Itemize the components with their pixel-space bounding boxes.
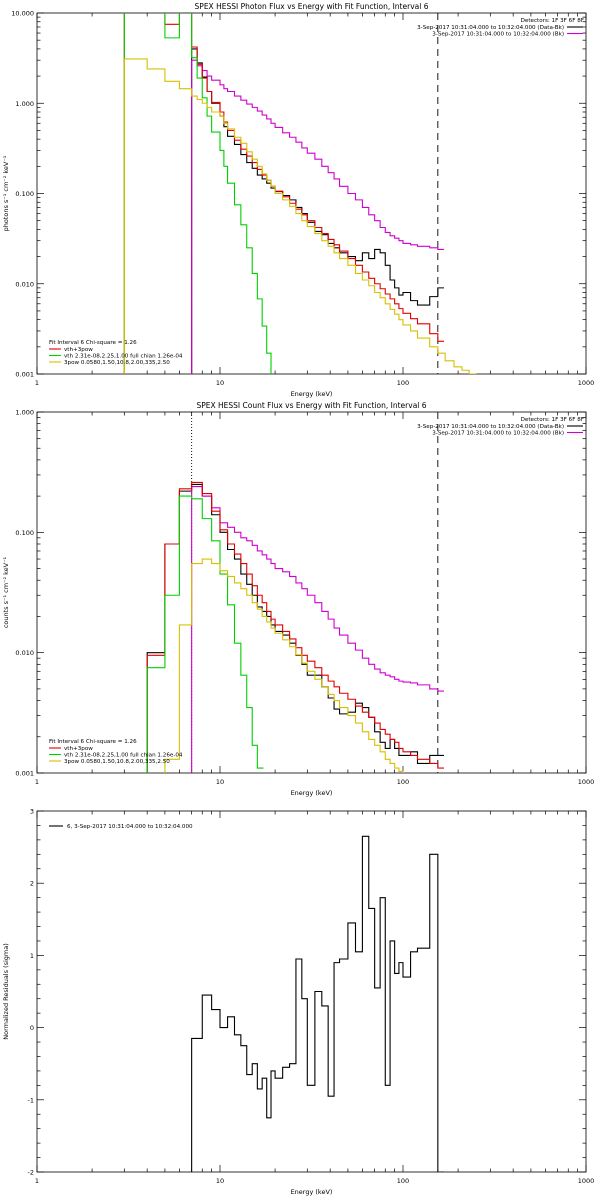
x-tick-label: 10	[216, 778, 224, 786]
legend-entry-label: vth 2.31e-08,2.25,1.00 full chian 1.26e-…	[64, 354, 183, 360]
legend-entry-label: vth+3pow	[64, 347, 93, 353]
x-tick-label: 1	[35, 778, 39, 786]
y-tick-label: -1	[28, 1096, 34, 1104]
x-tick-label: 1000	[578, 778, 595, 786]
plot-frame	[36, 12, 587, 375]
series-line-1	[191, 835, 444, 1172]
y-tick-label: 1.000	[15, 409, 34, 417]
chart-panel-2: SPEX HESSI Count Flux vs Energy with Fit…	[2, 401, 595, 797]
legend-entry-label: 3-Sep-2017 10:31:04.000 to 10:32:04.000 …	[417, 25, 564, 31]
y-tick-label: 1.000	[15, 100, 34, 108]
x-tick-label: 100	[397, 1177, 409, 1185]
x-tick-label: 100	[397, 379, 409, 387]
legend-entry-label: 3pow 0.0580,1.50,10.8,2.00,335,2.50	[64, 759, 170, 765]
y-tick-label: 0.100	[15, 190, 34, 198]
series-line-4	[146, 495, 264, 773]
fit-legend: Fit Interval 6 Chi-square = 1.26vth+3pow…	[49, 739, 183, 765]
series-line-5	[123, 58, 477, 374]
series-line-4	[123, 13, 272, 374]
x-tick-label: 1000	[578, 1177, 595, 1185]
x-tick-label: 1	[35, 379, 39, 387]
y-tick-label: -2	[28, 1169, 34, 1177]
y-tick-label: 3	[30, 808, 34, 816]
legend-entry-label: vth+3pow	[64, 746, 93, 752]
x-tick-label: 1	[35, 1177, 39, 1185]
residual-legend: 6, 3-Sep-2017 10:31:04.000 to 10:32:04.0…	[49, 824, 193, 830]
x-tick-label: 1000	[578, 379, 595, 387]
plot-frame	[36, 810, 587, 1173]
x-axis-label: Energy (keV)	[291, 390, 333, 398]
x-tick-label: 100	[397, 778, 409, 786]
legend-entry-label: 3pow 0.0580,1.50,10.8,2.00,335,2.50	[64, 360, 170, 366]
x-axis-label: Energy (keV)	[291, 1188, 333, 1196]
x-tick-label: 10	[216, 379, 224, 387]
series-line-5	[164, 558, 404, 773]
chart-panel-1: SPEX HESSI Photon Flux vs Energy with Fi…	[2, 2, 595, 398]
series-group	[146, 481, 444, 773]
plot-frame	[36, 411, 587, 774]
y-tick-label: 0	[30, 1024, 34, 1032]
legend-entry-label: vth 2.31e-08,2.25,1.00 full chian 1.26e-…	[64, 753, 183, 759]
legend-entry-label: 3-Sep-2017 10:31:04.000 to 10:32:04.000 …	[432, 32, 564, 38]
legend-entry-label: 3-Sep-2017 10:31:04.000 to 10:32:04.000 …	[417, 424, 564, 430]
x-tick-label: 10	[216, 1177, 224, 1185]
series-line-2	[191, 486, 444, 773]
y-tick-label: 0.001	[15, 371, 34, 379]
series-line-3	[146, 481, 444, 773]
y-tick-label: 0.100	[15, 529, 34, 537]
fit-legend: Fit Interval 6 Chi-square = 1.26vth+3pow…	[49, 340, 183, 366]
y-tick-label: 10.000	[11, 10, 34, 18]
y-axis-label: photons s⁻¹ cm⁻² keV⁻¹	[2, 155, 10, 231]
legend-entry-label: 6, 3-Sep-2017 10:31:04.000 to 10:32:04.0…	[67, 824, 193, 830]
header-legend: Detectors: 1F 3F 6F 8F3-Sep-2017 10:31:0…	[417, 417, 584, 437]
x-axis-label: Energy (keV)	[291, 789, 333, 797]
chart-title: SPEX HESSI Photon Flux vs Energy with Fi…	[195, 2, 429, 11]
y-tick-label: 0.001	[15, 770, 34, 778]
series-group	[123, 13, 477, 374]
series-group	[191, 835, 444, 1172]
y-axis-label: counts s⁻¹ cm⁻² keV⁻¹	[2, 556, 10, 628]
detectors-label: Detectors: 1F 3F 6F 8F	[521, 18, 584, 24]
y-tick-label: 0.010	[15, 649, 34, 657]
y-tick-label: 2	[30, 880, 34, 888]
y-axis-label: Normalized Residuals (sigma)	[2, 943, 10, 1040]
legend-entry-label: 3-Sep-2017 10:31:04.000 to 10:32:04.000 …	[432, 431, 564, 437]
fit-interval-label: Fit Interval 6 Chi-square = 1.26	[49, 340, 137, 346]
series-line-2	[191, 59, 444, 374]
series-line-1	[191, 48, 444, 374]
detectors-label: Detectors: 1F 3F 6F 8F	[521, 417, 584, 423]
header-legend: Detectors: 1F 3F 6F 8F3-Sep-2017 10:31:0…	[417, 18, 584, 38]
chart-panel-3: 1 10 100 1000 Energy (keV) -2 -1 0 1 2 3 Normalized…	[2, 808, 595, 1197]
y-tick-label: 1	[30, 952, 34, 960]
chart-title: SPEX HESSI Count Flux vs Energy with Fit…	[196, 401, 426, 410]
fit-interval-label: Fit Interval 6 Chi-square = 1.26	[49, 739, 137, 745]
y-tick-label: 0.010	[15, 280, 34, 288]
